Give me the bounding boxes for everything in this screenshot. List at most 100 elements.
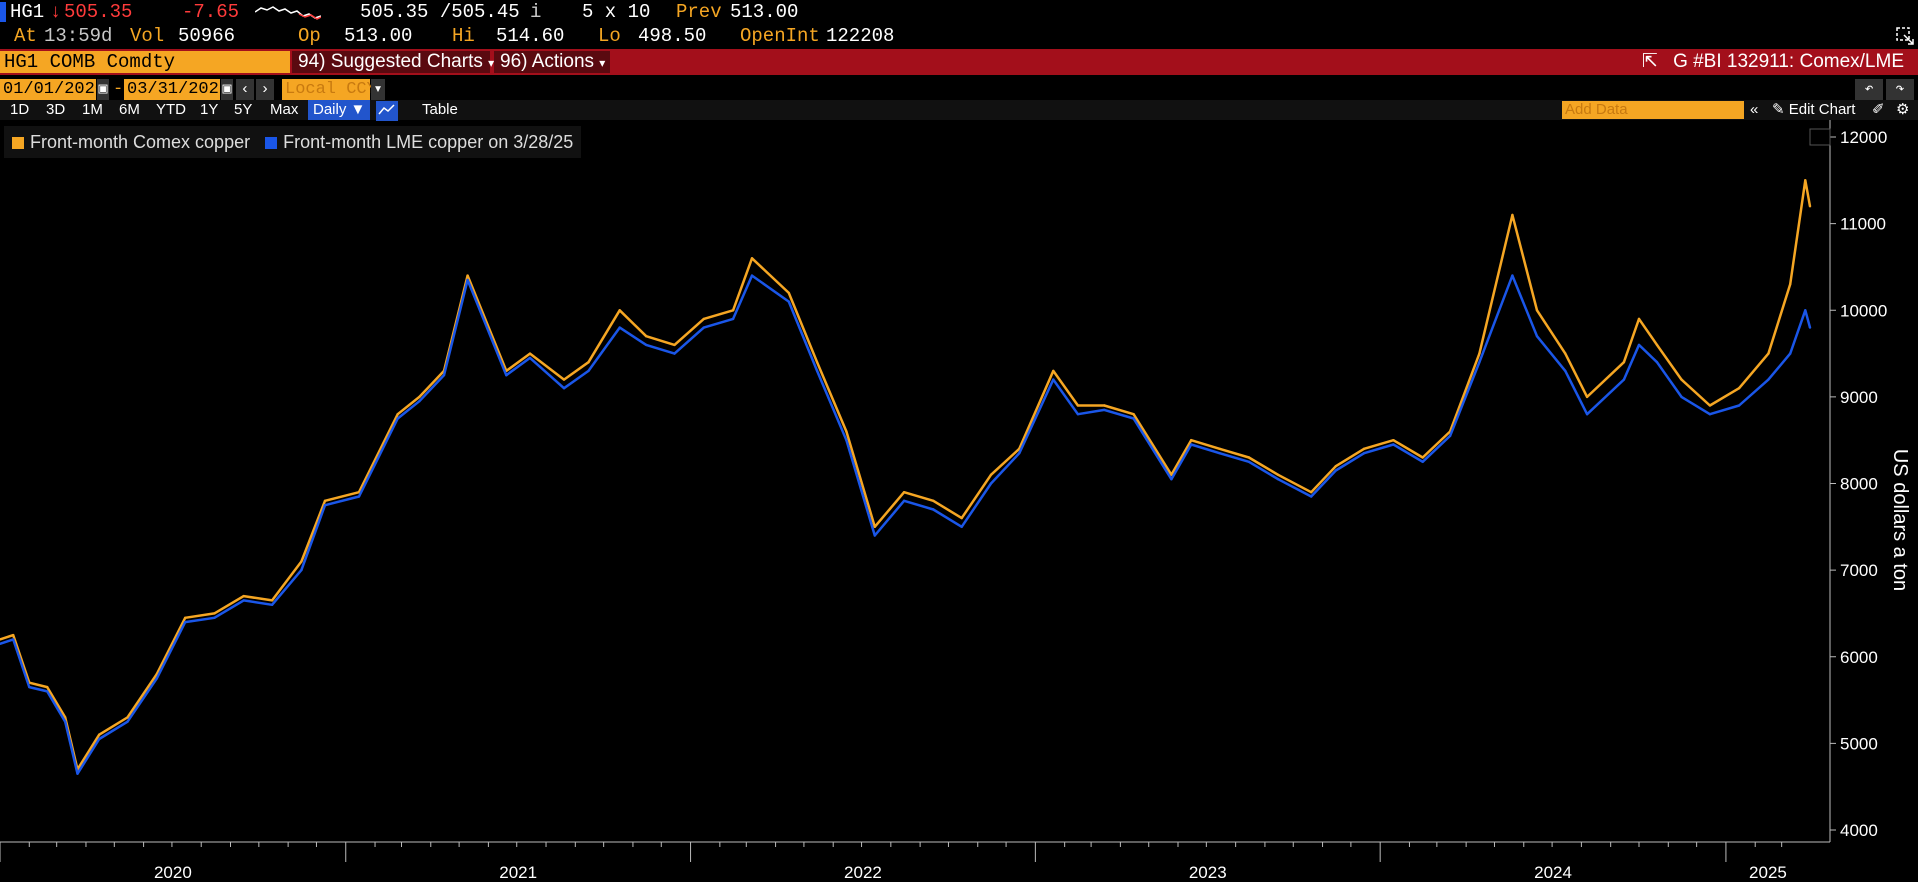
data-point [63, 720, 67, 723]
data-point [270, 599, 274, 602]
range-1d[interactable]: 1D [10, 101, 30, 118]
ticker[interactable]: HG1 [10, 1, 45, 23]
data-point [1052, 369, 1055, 373]
prev-value: 513.00 [730, 1, 799, 23]
data-point [1190, 439, 1193, 442]
y-axis: 4000 5000 6000 7000 8000 9000 10000 11000 12000 [1829, 120, 1887, 842]
line-chart-icon[interactable] [376, 101, 398, 121]
x-tick-label: 2022 [844, 863, 882, 882]
chevron-down-icon: ▾ [488, 56, 495, 70]
data-point [787, 291, 790, 295]
data-point [323, 499, 327, 502]
data-point [902, 499, 906, 502]
y-tick-label: 10000 [1840, 301, 1887, 320]
data-point [1535, 335, 1539, 338]
data-point [46, 690, 49, 693]
security-field[interactable]: HG1 COMB Comdty [0, 51, 290, 73]
range-3d[interactable]: 3D [46, 101, 66, 118]
data-point [1622, 361, 1626, 364]
data-point [300, 568, 303, 572]
data-point [932, 499, 935, 502]
range-1m[interactable]: 1M [82, 101, 103, 118]
data-point [618, 326, 621, 329]
currency-select[interactable]: Local CCY [282, 79, 377, 100]
edit-chart-label: Edit Chart [1788, 101, 1856, 118]
data-point [1132, 413, 1135, 416]
lme-series [0, 274, 1812, 775]
range-max[interactable]: Max [270, 101, 299, 118]
actions-button[interactable]: 96) Actions ▾ [494, 51, 610, 73]
data-point [0, 642, 2, 645]
data-point [76, 772, 79, 775]
data-point [1334, 469, 1338, 472]
data-point [932, 508, 935, 511]
data-point [1511, 213, 1514, 217]
data-point [731, 309, 735, 312]
data-point [357, 495, 361, 498]
data-point [873, 534, 876, 537]
comex-legend-label[interactable]: Front-month Comex copper [30, 132, 251, 152]
y-tick-label: 7000 [1840, 561, 1878, 580]
date-range-bar: 01/01/2020 ▣ - 03/31/2025 ▣ ‹ › Local CC… [0, 79, 1918, 101]
vol-label: Vol [130, 25, 165, 47]
range-ytd[interactable]: YTD [156, 101, 186, 118]
y-tick-label: 6000 [1840, 648, 1878, 667]
data-point [155, 677, 158, 680]
suggested-charts-button[interactable]: 94) Suggested Charts ▾ [292, 51, 494, 73]
collapse-icon[interactable]: « [1750, 101, 1759, 118]
comex-series [0, 179, 1812, 771]
data-point [1392, 443, 1395, 446]
data-point [1276, 473, 1280, 476]
calendar-icon[interactable]: ▣ [221, 79, 233, 100]
high-value: 514.60 [496, 25, 565, 47]
at-label: At [14, 25, 37, 47]
data-point [1789, 283, 1792, 286]
data-point [1421, 460, 1424, 463]
data-point [1170, 478, 1173, 481]
data-point [787, 300, 790, 303]
frequency-select[interactable]: Daily ▼ [308, 100, 371, 120]
y-tick-label: 8000 [1840, 475, 1878, 494]
quote-row-1: HG1 ↓ 505.35 -7.65 505.35 /505.45 i 5 x … [0, 0, 1918, 24]
table-button[interactable]: Table [422, 101, 458, 118]
data-point [1334, 465, 1338, 468]
last-price: 505.35 [64, 1, 133, 23]
data-point [528, 352, 532, 355]
range-1y[interactable]: 1Y [200, 101, 219, 118]
data-point [12, 638, 15, 641]
add-data-input[interactable]: Add Data [1562, 101, 1744, 119]
data-point [184, 616, 187, 619]
undo-icon[interactable]: ↶ [1855, 79, 1883, 100]
data-point [528, 356, 532, 360]
range-5y[interactable]: 5Y [234, 101, 253, 118]
gear-icon[interactable]: ⚙ [1896, 101, 1910, 118]
external-link-icon[interactable]: ⇱ [1641, 51, 1658, 72]
next-period-button[interactable]: › [256, 79, 274, 100]
x-tick-label: 2024 [1534, 863, 1572, 882]
redo-icon[interactable]: ↷ [1886, 79, 1914, 100]
calendar-icon[interactable]: ▣ [97, 79, 109, 100]
ticker-marker [0, 2, 6, 22]
lme-legend-label[interactable]: Front-month LME copper on 3/28/25 [283, 132, 574, 152]
data-point [1680, 395, 1683, 399]
chevron-down-icon[interactable]: ▾ [371, 79, 385, 100]
data-point [12, 633, 15, 637]
prev-period-button[interactable]: ‹ [236, 79, 254, 100]
end-date-input[interactable]: 03/31/2025 [124, 79, 229, 100]
popout-icon[interactable] [1896, 27, 1914, 45]
x-tick-label: 2025 [1749, 863, 1787, 882]
data-point [989, 482, 993, 485]
range-6m[interactable]: 6M [119, 101, 140, 118]
chart-legend: Front-month Comex copper Front-month LME… [4, 126, 582, 158]
annotate-icon[interactable]: ✐ [1872, 101, 1885, 118]
data-point [1392, 439, 1395, 442]
data-point [1511, 274, 1514, 277]
edit-chart-button[interactable]: ✎ Edit Chart [1772, 100, 1855, 120]
start-date-input[interactable]: 01/01/2020 [0, 79, 105, 100]
price-chart[interactable]: 400050006000700080009000100001100012000 … [0, 120, 1918, 882]
data-point [1103, 404, 1106, 407]
chart-overlay-toggle-icon[interactable] [1809, 128, 1831, 146]
vol-value: 50966 [178, 25, 236, 47]
data-point [396, 417, 399, 420]
chart-title-area: ⇱ G #BI 132911: Comex/LME [1642, 51, 1904, 73]
